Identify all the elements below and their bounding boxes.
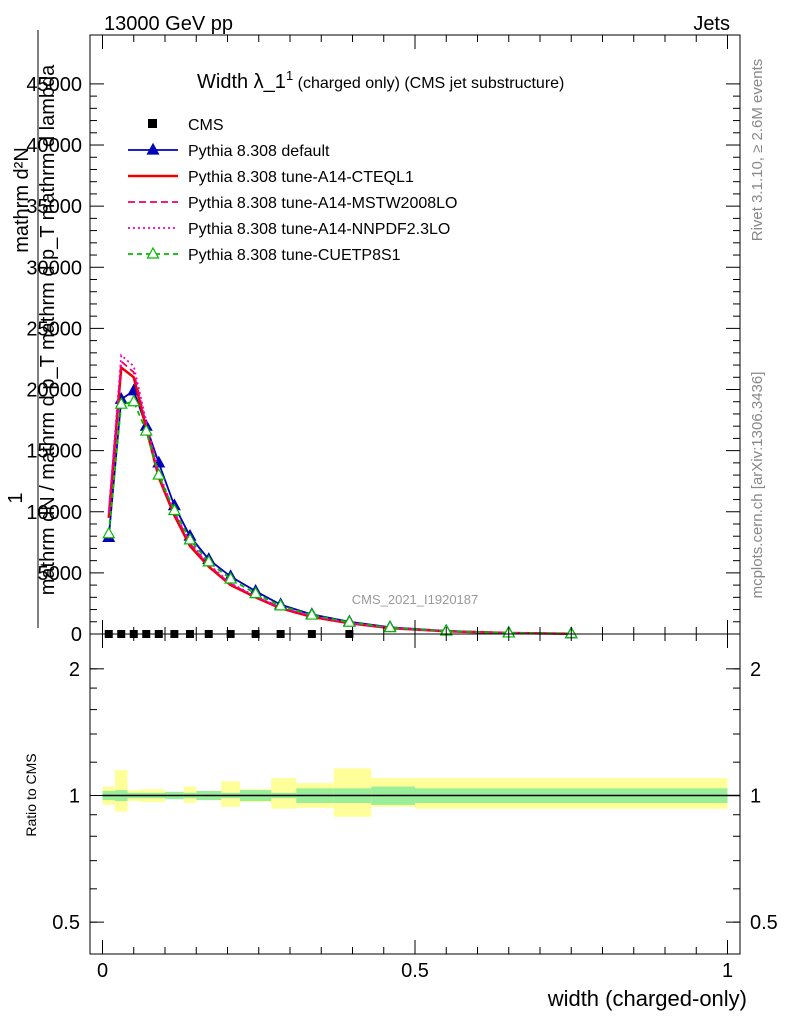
- series-marker: [102, 526, 116, 539]
- y-tick-label: 20000: [26, 380, 82, 402]
- series-marker: [274, 598, 288, 611]
- series-line: [107, 400, 572, 635]
- series-marker: [202, 554, 216, 567]
- legend-label: Pythia 8.308 tune-A14-NNPDF2.3LO: [188, 221, 450, 238]
- chart-title-sup: 1: [286, 68, 293, 83]
- ratio-y-tick-label-right: 0.5: [750, 912, 778, 934]
- x-tick-label: 0: [97, 960, 108, 982]
- y-tick-label: 15000: [26, 441, 82, 463]
- ratio-x-ticks: 0 0.5 1: [97, 634, 733, 982]
- y-tick-label: 10000: [26, 502, 82, 524]
- series-marker: [183, 532, 197, 545]
- chart-title: Width λ_11 (charged only) (CMS jet subst…: [197, 68, 564, 93]
- main-series: [102, 353, 578, 639]
- series-line: [107, 359, 572, 635]
- legend-label: Pythia 8.308 default: [188, 143, 330, 160]
- y-axis-label: 1 mathrm d²N mathrm dN / mathrm d p_T ma…: [5, 30, 59, 628]
- ratio-bands: [102, 768, 728, 817]
- y-tick-label: 30000: [26, 257, 82, 279]
- header-left: 13000 GeV pp: [104, 13, 233, 35]
- legend-label: Pythia 8.308 tune-A14-CTEQL1: [188, 169, 414, 186]
- ratio-y-tick-label-right: 2: [750, 659, 761, 681]
- y-tick-label: 0: [71, 624, 82, 646]
- main-plot: 0 5000 10000 15000 20000 25000 30000 35000 40000…: [26, 34, 741, 646]
- series-line: [107, 353, 572, 635]
- ylabel-top: 1: [5, 492, 27, 503]
- side-label-rivet: Rivet 3.1.10, ≥ 2.6M events: [749, 59, 766, 242]
- legend-marker: [146, 246, 160, 259]
- ratio-y-tick-label: 0.5: [52, 912, 80, 934]
- y-tick-label: 35000: [26, 196, 82, 218]
- ratio-y-tick-label: 2: [69, 659, 80, 681]
- series-marker: [139, 423, 153, 436]
- y-tick-label: 25000: [26, 318, 82, 340]
- series-marker: [114, 396, 128, 409]
- header-right: Jets: [693, 13, 730, 35]
- series-marker: [383, 620, 397, 633]
- y-tick-label: 5000: [38, 563, 83, 585]
- series-marker: [249, 586, 263, 599]
- side-label-mcplots: mcplots.cern.ch [arXiv:1306.3436]: [749, 372, 766, 599]
- y-tick-label: 45000: [26, 74, 82, 96]
- chart-title-main: Width λ_1: [197, 71, 286, 93]
- ratio-y-ticks: 0.5 0.5 1 1 2 2: [52, 659, 778, 934]
- chart-title-suffix: (charged only) (CMS jet substructure): [293, 75, 564, 92]
- legend-label: Pythia 8.308 tune-CUETP8S1: [188, 247, 401, 264]
- ylabel-numerator: mathrm d²N: [11, 147, 33, 253]
- ratio-y-tick-label: 1: [69, 785, 80, 807]
- series-marker: [224, 571, 238, 584]
- series-marker: [167, 503, 181, 516]
- series-line: [107, 365, 572, 635]
- main-x-ticks: [102, 35, 728, 634]
- watermark: CMS_2021_I1920187: [352, 592, 479, 607]
- series-marker: [305, 607, 319, 620]
- series-marker: [127, 394, 141, 407]
- legend: CMS Pythia 8.308 default Pythia 8.308 tune…: [128, 117, 457, 264]
- series-marker: [342, 615, 356, 627]
- ratio-y-tick-label-right: 1: [750, 785, 761, 807]
- legend-label: CMS: [188, 117, 224, 134]
- legend-marker-data: [148, 119, 157, 128]
- legend-label: Pythia 8.308 tune-A14-MSTW2008LO: [188, 195, 457, 212]
- x-axis-label: width (charged-only): [547, 986, 747, 1011]
- series-marker: [152, 467, 166, 480]
- ratio-ylabel: Ratio to CMS: [23, 753, 39, 836]
- main-y-ticks: 0 5000 10000 15000 20000 25000 30000 35000 40000…: [26, 74, 740, 646]
- y-tick-label: 40000: [26, 135, 82, 157]
- legend-marker: [146, 142, 160, 155]
- ylabel-denominator: mathrm dN / mathrm d p_T mathrm d p_T ma…: [37, 64, 59, 595]
- x-tick-label: 1: [722, 960, 733, 982]
- x-tick-label: 0.5: [401, 960, 429, 982]
- ratio-plot: 0.5 0.51 12 2 0 0.5 1 Ratio to CMS: [23, 633, 778, 982]
